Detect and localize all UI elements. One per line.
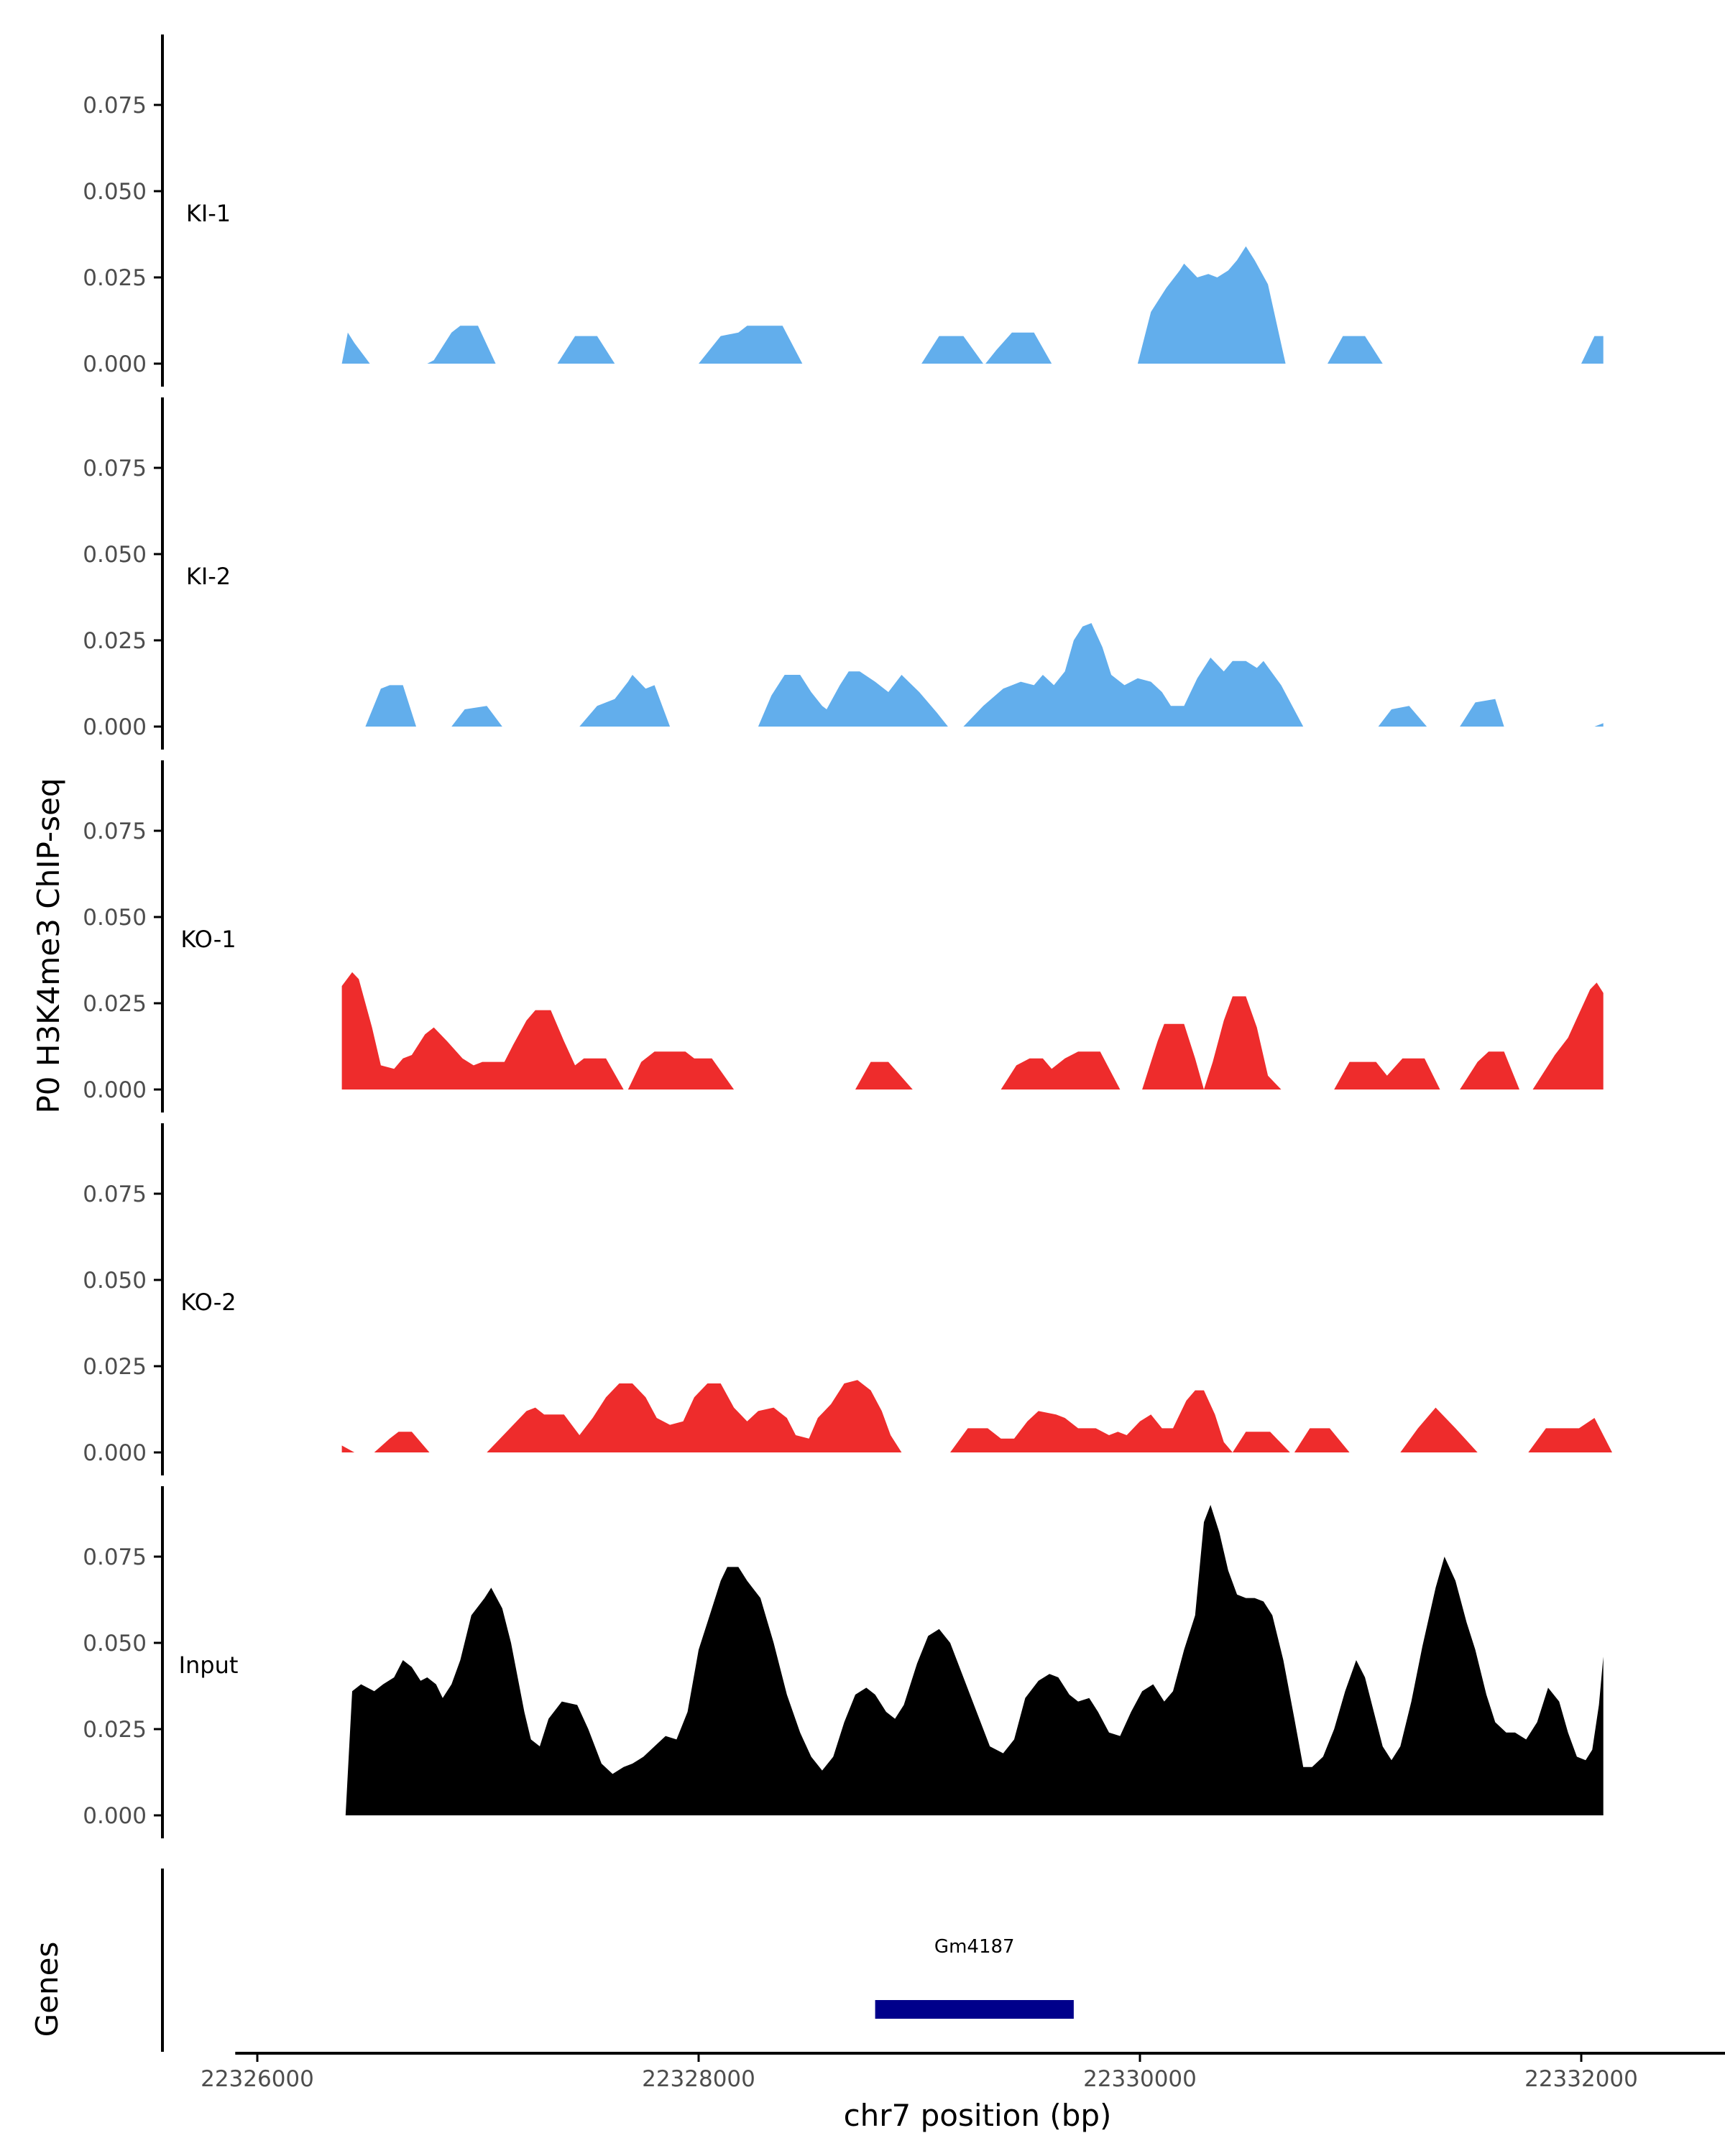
gene-label: Gm4187 — [934, 1936, 1015, 1958]
y-tick-label: 0.075 — [83, 819, 147, 844]
y-tick-label: 0.000 — [83, 1440, 147, 1466]
y-tick-label: 0.025 — [83, 1717, 147, 1743]
track-label: KO-1 — [180, 926, 236, 953]
y-tick-label: 0.075 — [83, 93, 147, 119]
y-tick-label: 0.025 — [83, 265, 147, 291]
y-tick-label: 0.000 — [83, 1803, 147, 1829]
track-label: Input — [179, 1651, 239, 1679]
y-tick-label: 0.000 — [83, 351, 147, 377]
x-tick-label: 22330000 — [1083, 2066, 1197, 2092]
track-label: KI-1 — [186, 200, 231, 227]
track-label: KO-2 — [180, 1289, 236, 1316]
tracks-layer: 0.0000.0250.0500.075KI-10.0000.0250.0500… — [83, 34, 1613, 1838]
track-ki-2: 0.000 0.025 0.050 0.075 KI-2 — [83, 397, 1604, 750]
y-tick-label: 0.025 — [83, 1354, 147, 1380]
x-axis-title: chr7 position (bp) — [844, 2098, 1112, 2133]
track-ko-2: 0.000 0.025 0.050 0.075 KO-2 — [83, 1123, 1613, 1475]
x-axis: 22326000 22328000 22330000 22332000 — [201, 2052, 1725, 2092]
y-tick-label: 0.000 — [83, 1077, 147, 1103]
track-label: KI-2 — [186, 563, 231, 590]
gene-track-title: Genes — [29, 1942, 65, 2037]
y-axis-title: P0 H3K4me3 ChIP-seq — [31, 778, 66, 1113]
y-tick-label: 0.075 — [83, 456, 147, 482]
track-input: 0.000 0.025 0.050 0.075 Input — [83, 1486, 1604, 1838]
track-ko-1: 0.000 0.025 0.050 0.075 KO-1 — [83, 760, 1604, 1112]
y-tick-label: 0.050 — [83, 542, 147, 568]
coverage-area-ko-1 — [341, 972, 1604, 1089]
y-tick-label: 0.050 — [83, 1268, 147, 1294]
coverage-area-ko-2 — [341, 1380, 1613, 1452]
y-tick-label: 0.075 — [83, 1181, 147, 1207]
y-tick-label: 0.050 — [83, 905, 147, 931]
y-tick-label: 0.050 — [83, 179, 147, 205]
x-tick-label: 22326000 — [201, 2066, 314, 2092]
y-tick-label: 0.075 — [83, 1544, 147, 1570]
coverage-area-input — [345, 1505, 1604, 1815]
coverage-area-ki-1 — [341, 246, 1604, 364]
x-tick-label: 22328000 — [642, 2066, 755, 2092]
y-tick-label: 0.025 — [83, 628, 147, 654]
coverage-area-ki-2 — [365, 623, 1604, 727]
gene-layer: Gm4187 — [161, 1869, 1074, 2052]
y-tick-label: 0.000 — [83, 714, 147, 740]
y-tick-label: 0.050 — [83, 1631, 147, 1657]
x-tick-label: 22332000 — [1524, 2066, 1638, 2092]
track-ki-1: 0.000 0.025 0.050 0.075 KI-1 — [83, 34, 1604, 387]
gene-bar — [875, 2000, 1074, 2019]
y-tick-label: 0.025 — [83, 991, 147, 1017]
